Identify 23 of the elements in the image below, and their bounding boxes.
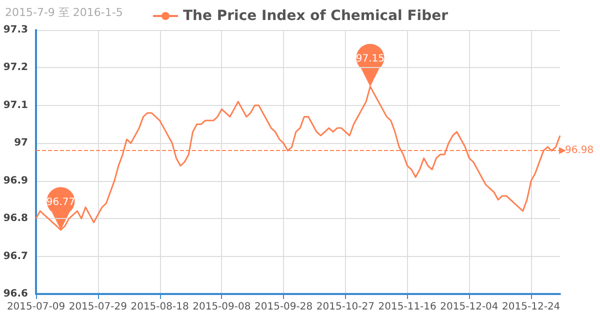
y-tick-label: 97: [14, 138, 28, 149]
y-tick-label: 97.2: [3, 62, 28, 74]
y-tick-label: 97.3: [3, 24, 28, 36]
ref-line-label: 96.98: [565, 145, 594, 156]
y-tick-label: 96.6: [3, 288, 28, 300]
annotation: 96.77: [46, 196, 76, 208]
y-tick-label: 96.7: [3, 250, 28, 262]
line-series: [35, 86, 561, 231]
x-tick-label: 2015-10-27: [316, 302, 375, 312]
x-tick-label: 2015-09-28: [254, 302, 313, 312]
y-tick-label: 97.1: [3, 100, 28, 111]
chart-title: 2015-7-9 至 2016-1-5: [5, 6, 123, 19]
y-tick-label: 96.9: [3, 175, 28, 186]
legend-label: The Price Index of Chemical Fiber: [182, 8, 448, 24]
x-tick-label: 2015-11-16: [378, 302, 436, 312]
x-tick-label: 2015-12-24: [502, 302, 560, 312]
x-tick-label: 2015-08-18: [130, 302, 189, 312]
y-tick-label: 96.8: [3, 213, 28, 224]
x-tick-label: 2015-09-08: [192, 302, 251, 312]
x-tick-label: 2015-12-04: [440, 302, 498, 312]
annotation: 97.15: [356, 54, 385, 65]
x-tick-label: 2015-07-29: [68, 302, 127, 312]
x-tick-label: 2015-07-09: [6, 302, 66, 312]
